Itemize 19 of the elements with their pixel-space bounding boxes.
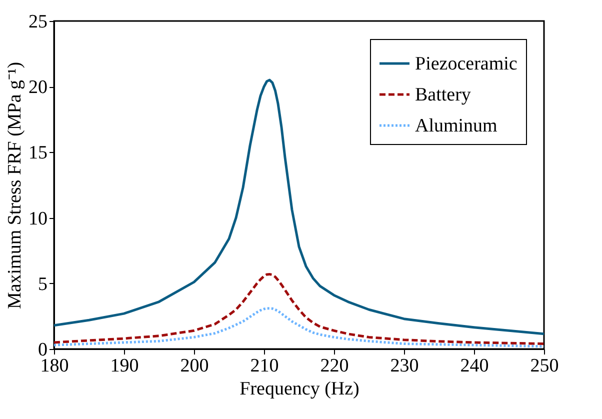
y-axis-title: Maximum Stress FRF (MPa g⁻¹) bbox=[4, 62, 26, 310]
x-tick-label: 200 bbox=[180, 356, 209, 376]
y-tick-label: 20 bbox=[28, 77, 48, 98]
x-tick-label: 190 bbox=[110, 356, 139, 376]
x-tick-label: 220 bbox=[320, 356, 349, 376]
legend-label: Aluminum bbox=[415, 116, 498, 136]
y-tick-label: 10 bbox=[28, 208, 48, 230]
legend-label: Battery bbox=[415, 84, 472, 106]
line-series bbox=[54, 272, 544, 345]
y-tick-label: 25 bbox=[28, 12, 48, 32]
x-tick-label: 210 bbox=[250, 356, 279, 376]
line-series bbox=[54, 78, 544, 336]
y-tick-label: 15 bbox=[28, 142, 48, 164]
x-tick-label: 250 bbox=[530, 356, 559, 376]
x-tick-label: 240 bbox=[460, 356, 489, 376]
x-tick-label: 230 bbox=[390, 356, 419, 376]
x-axis-title: Frequency (Hz) bbox=[240, 378, 360, 400]
y-tick-label: 5 bbox=[38, 274, 48, 295]
legend-label: Piezoceramic bbox=[415, 54, 518, 74]
